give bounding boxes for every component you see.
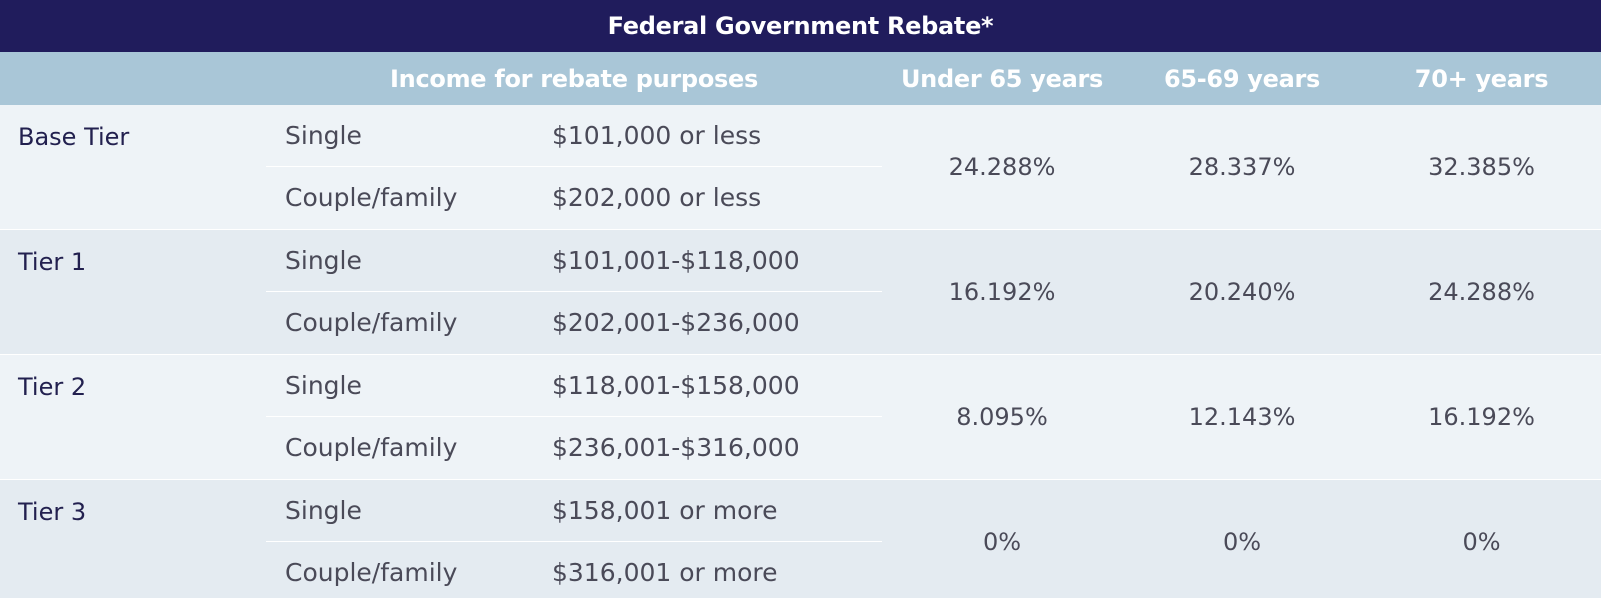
income-range: $118,001-$158,000 <box>552 371 800 400</box>
sub-row-single: Single $158,001 or more <box>0 480 882 542</box>
header-row: Income for rebate purposes Under 65 year… <box>0 52 1601 105</box>
tier-row: Tier 3 Single $158,001 or more Couple/fa… <box>0 479 1601 598</box>
sub-row-single: Single $101,000 or less <box>0 105 882 167</box>
rate-under-65: 24.288% <box>948 153 1056 181</box>
tier-name: Base Tier <box>18 123 130 151</box>
household-type: Couple/family <box>285 433 458 462</box>
row-divider <box>266 416 882 417</box>
income-range: $101,000 or less <box>552 121 762 150</box>
income-range: $316,001 or more <box>552 558 778 587</box>
household-type: Couple/family <box>285 558 458 587</box>
rate-70-plus: 16.192% <box>1428 403 1535 431</box>
sub-row-single: Single $118,001-$158,000 <box>0 355 882 417</box>
rate-70-plus: 32.385% <box>1428 153 1535 181</box>
header-under-65: Under 65 years <box>900 64 1103 93</box>
row-divider <box>266 291 882 292</box>
household-type: Couple/family <box>285 183 458 212</box>
household-type: Single <box>285 371 362 400</box>
row-divider <box>266 166 882 167</box>
rate-under-65: 0% <box>982 528 1022 556</box>
income-range: $158,001 or more <box>552 496 778 525</box>
sub-row-couple: Couple/family $202,001-$236,000 <box>0 292 882 354</box>
sub-row-couple: Couple/family $202,000 or less <box>0 167 882 229</box>
income-range: $202,001-$236,000 <box>552 308 800 337</box>
income-range: $101,001-$118,000 <box>552 246 800 275</box>
tier-row: Base Tier Single $101,000 or less Couple… <box>0 105 1601 229</box>
household-type: Single <box>285 246 362 275</box>
header-65-69: 65-69 years <box>1163 64 1321 93</box>
rate-65-69: 12.143% <box>1188 403 1296 431</box>
income-range: $202,000 or less <box>552 183 762 212</box>
header-income: Income for rebate purposes <box>390 64 758 93</box>
rate-under-65: 16.192% <box>948 278 1056 306</box>
rate-70-plus: 0% <box>1462 528 1501 556</box>
tier-name: Tier 3 <box>18 498 87 526</box>
household-type: Single <box>285 121 362 150</box>
sub-row-couple: Couple/family $236,001-$316,000 <box>0 417 882 479</box>
rate-65-69: 20.240% <box>1188 278 1296 306</box>
header-70-plus: 70+ years <box>1414 64 1549 93</box>
tier-row: Tier 1 Single $101,001-$118,000 Couple/f… <box>0 229 1601 354</box>
sub-row-couple: Couple/family $316,001 or more <box>0 542 882 598</box>
table-title: Federal Government Rebate* <box>0 0 1601 52</box>
tier-name: Tier 1 <box>18 248 87 276</box>
rate-65-69: 28.337% <box>1188 153 1296 181</box>
sub-row-single: Single $101,001-$118,000 <box>0 230 882 292</box>
rate-under-65: 8.095% <box>956 403 1048 431</box>
rate-65-69: 0% <box>1222 528 1262 556</box>
household-type: Couple/family <box>285 308 458 337</box>
tier-row: Tier 2 Single $118,001-$158,000 Couple/f… <box>0 354 1601 479</box>
tier-name: Tier 2 <box>18 373 87 401</box>
income-range: $236,001-$316,000 <box>552 433 800 462</box>
row-divider <box>266 541 882 542</box>
rate-70-plus: 24.288% <box>1428 278 1535 306</box>
household-type: Single <box>285 496 362 525</box>
